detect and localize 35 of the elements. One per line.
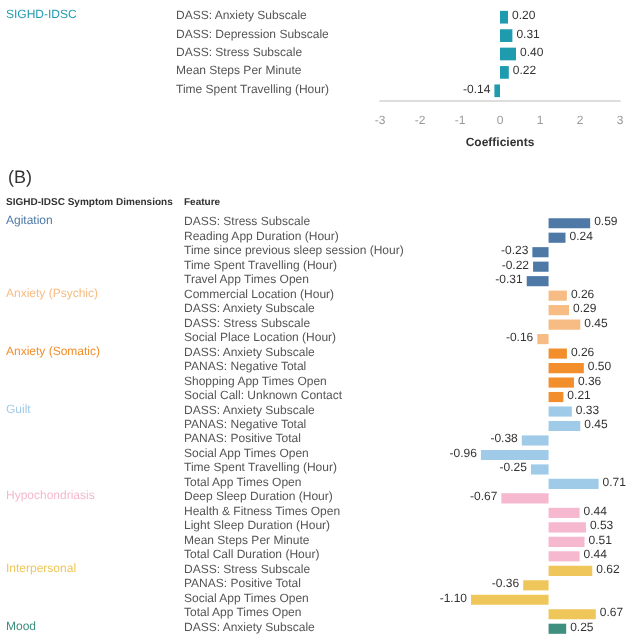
bar — [530, 464, 549, 475]
bar — [523, 580, 549, 591]
bar — [548, 420, 581, 432]
text: (B) — [8, 167, 32, 187]
bar — [548, 478, 599, 489]
bar — [548, 536, 585, 547]
bar — [548, 522, 586, 533]
bar — [548, 609, 596, 620]
bar — [548, 232, 566, 243]
bar — [548, 348, 567, 359]
bar — [548, 623, 567, 634]
bar — [548, 305, 570, 316]
bar — [533, 261, 549, 272]
bar — [548, 290, 567, 301]
bar — [548, 507, 580, 518]
bar — [500, 29, 513, 42]
bar — [548, 406, 572, 417]
bar — [548, 551, 580, 562]
bar — [500, 47, 516, 61]
bar — [548, 363, 584, 374]
bar — [480, 449, 549, 461]
bar — [548, 377, 574, 388]
bar — [500, 10, 508, 24]
bar — [548, 565, 593, 576]
bar — [532, 247, 549, 258]
bar — [494, 84, 500, 98]
bar — [526, 276, 549, 287]
bar — [521, 435, 549, 446]
bar — [548, 391, 564, 403]
bar — [548, 218, 591, 229]
bar — [471, 594, 549, 605]
bar — [500, 66, 509, 79]
bar — [548, 319, 581, 330]
bar — [537, 334, 549, 345]
bar — [501, 493, 549, 504]
